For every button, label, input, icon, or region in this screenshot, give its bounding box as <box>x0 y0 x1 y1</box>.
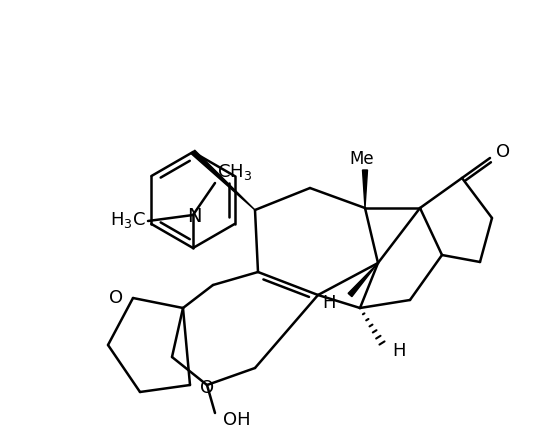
Text: CH$_3$: CH$_3$ <box>217 162 252 182</box>
Text: H: H <box>392 342 405 360</box>
Text: Me: Me <box>350 150 374 168</box>
Polygon shape <box>191 150 255 210</box>
Text: N: N <box>187 206 201 225</box>
Polygon shape <box>348 263 378 297</box>
Polygon shape <box>362 170 368 208</box>
Text: H$_3$C: H$_3$C <box>110 210 146 230</box>
Text: H: H <box>323 294 336 312</box>
Text: O: O <box>109 289 123 307</box>
Text: O: O <box>200 379 214 397</box>
Text: OH: OH <box>223 411 251 429</box>
Text: O: O <box>496 143 510 161</box>
